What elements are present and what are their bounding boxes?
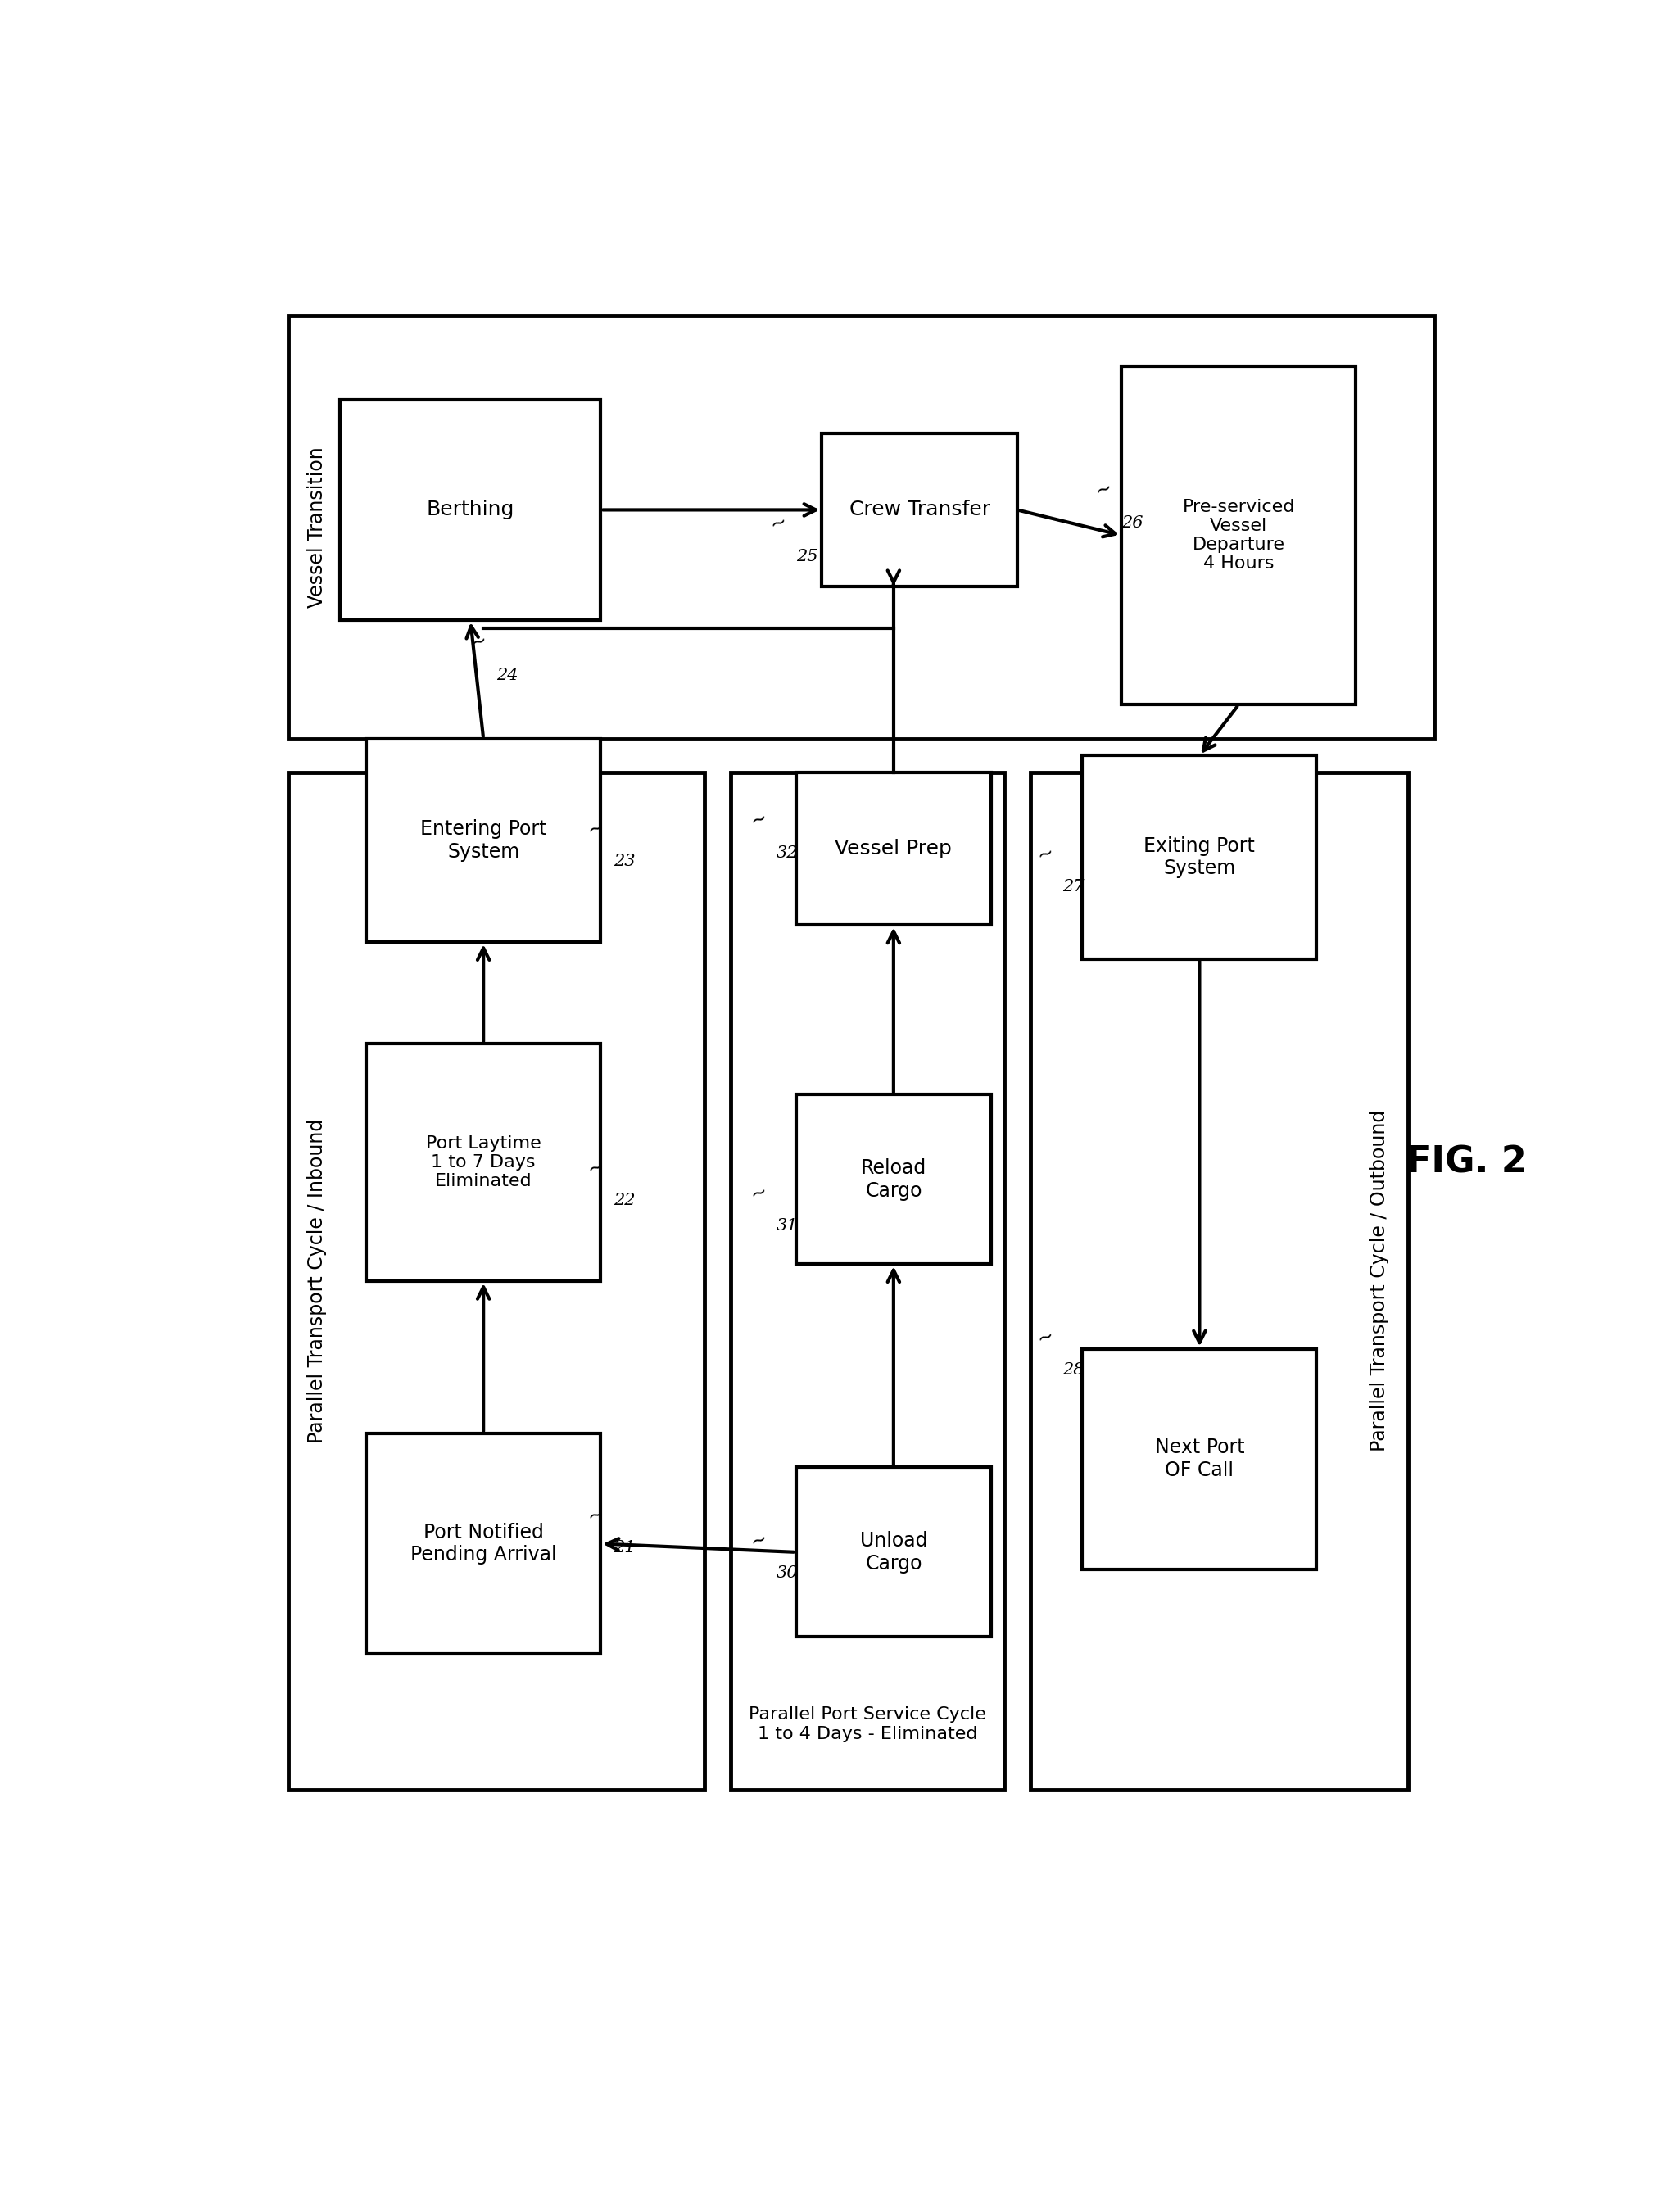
Text: FIG. 2: FIG. 2: [1406, 1145, 1527, 1180]
Bar: [1122, 365, 1356, 704]
Bar: [1030, 773, 1408, 1789]
Text: Entering Port
System: Entering Port System: [420, 819, 546, 861]
Text: 25: 25: [796, 548, 818, 563]
Bar: [289, 315, 1433, 740]
Bar: [731, 773, 1005, 1789]
Text: ~: ~: [1035, 841, 1057, 865]
Text: 26: 26: [1122, 515, 1142, 530]
Text: 30: 30: [776, 1565, 798, 1580]
Text: ~: ~: [585, 817, 606, 841]
Text: 22: 22: [613, 1193, 635, 1208]
Text: ~: ~: [585, 1156, 606, 1180]
Bar: [1082, 755, 1317, 960]
Text: Crew Transfer: Crew Transfer: [848, 500, 990, 519]
Text: Reload
Cargo: Reload Cargo: [860, 1158, 926, 1200]
Bar: [796, 1468, 991, 1638]
Text: Vessel Prep: Vessel Prep: [835, 839, 953, 858]
Bar: [366, 1433, 601, 1653]
Text: Vessel Transition: Vessel Transition: [307, 447, 326, 607]
Bar: [289, 773, 706, 1789]
Bar: [339, 401, 601, 621]
Bar: [796, 773, 991, 924]
Text: Parallel Port Service Cycle
1 to 4 Days - Eliminated: Parallel Port Service Cycle 1 to 4 Days …: [749, 1706, 986, 1741]
Text: Port Laytime
1 to 7 Days
Eliminated: Port Laytime 1 to 7 Days Eliminated: [425, 1136, 541, 1189]
Text: 23: 23: [613, 854, 635, 869]
Text: 27: 27: [1063, 880, 1085, 896]
Text: 24: 24: [497, 667, 517, 682]
Bar: [796, 1094, 991, 1263]
Text: ~: ~: [748, 808, 769, 832]
Text: ~: ~: [1094, 478, 1116, 502]
Bar: [366, 740, 601, 942]
Text: Port Notified
Pending Arrival: Port Notified Pending Arrival: [410, 1523, 556, 1565]
Text: 21: 21: [613, 1541, 635, 1556]
Text: Next Port
OF Call: Next Port OF Call: [1154, 1437, 1245, 1479]
Text: Berthing: Berthing: [427, 500, 514, 519]
Text: ~: ~: [748, 1180, 769, 1204]
Text: ~: ~: [585, 1503, 606, 1527]
Text: ~: ~: [748, 1527, 769, 1552]
Text: 28: 28: [1063, 1362, 1085, 1378]
Text: 32: 32: [776, 845, 798, 861]
Text: 31: 31: [776, 1219, 798, 1235]
Bar: [366, 1043, 601, 1281]
Text: Parallel Transport Cycle / Inbound: Parallel Transport Cycle / Inbound: [307, 1118, 326, 1444]
Text: ~: ~: [768, 511, 790, 535]
Text: ~: ~: [469, 629, 491, 654]
Bar: [1082, 1349, 1317, 1569]
Text: Exiting Port
System: Exiting Port System: [1144, 836, 1255, 878]
Text: Parallel Transport Cycle / Outbound: Parallel Transport Cycle / Outbound: [1369, 1109, 1389, 1453]
Text: Unload
Cargo: Unload Cargo: [860, 1532, 927, 1574]
Text: ~: ~: [1035, 1325, 1057, 1349]
Bar: [822, 434, 1016, 585]
Text: Pre-serviced
Vessel
Departure
4 Hours: Pre-serviced Vessel Departure 4 Hours: [1183, 500, 1295, 572]
